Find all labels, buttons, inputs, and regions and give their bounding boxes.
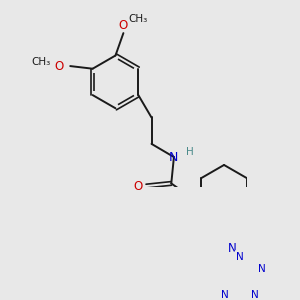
Text: N: N [169,151,178,164]
Text: CH₃: CH₃ [128,14,148,24]
Text: H: H [186,147,194,157]
Text: N: N [236,252,244,262]
Text: N: N [258,264,266,274]
Text: N: N [221,290,229,300]
Text: N: N [251,290,259,300]
Text: N: N [228,242,236,254]
Text: N: N [258,264,266,274]
Text: CH₃: CH₃ [31,57,50,67]
Text: N: N [236,252,244,262]
Text: N: N [221,290,229,300]
Text: O: O [119,19,128,32]
Text: N: N [251,290,259,300]
Text: O: O [54,60,64,73]
Text: O: O [134,180,143,193]
